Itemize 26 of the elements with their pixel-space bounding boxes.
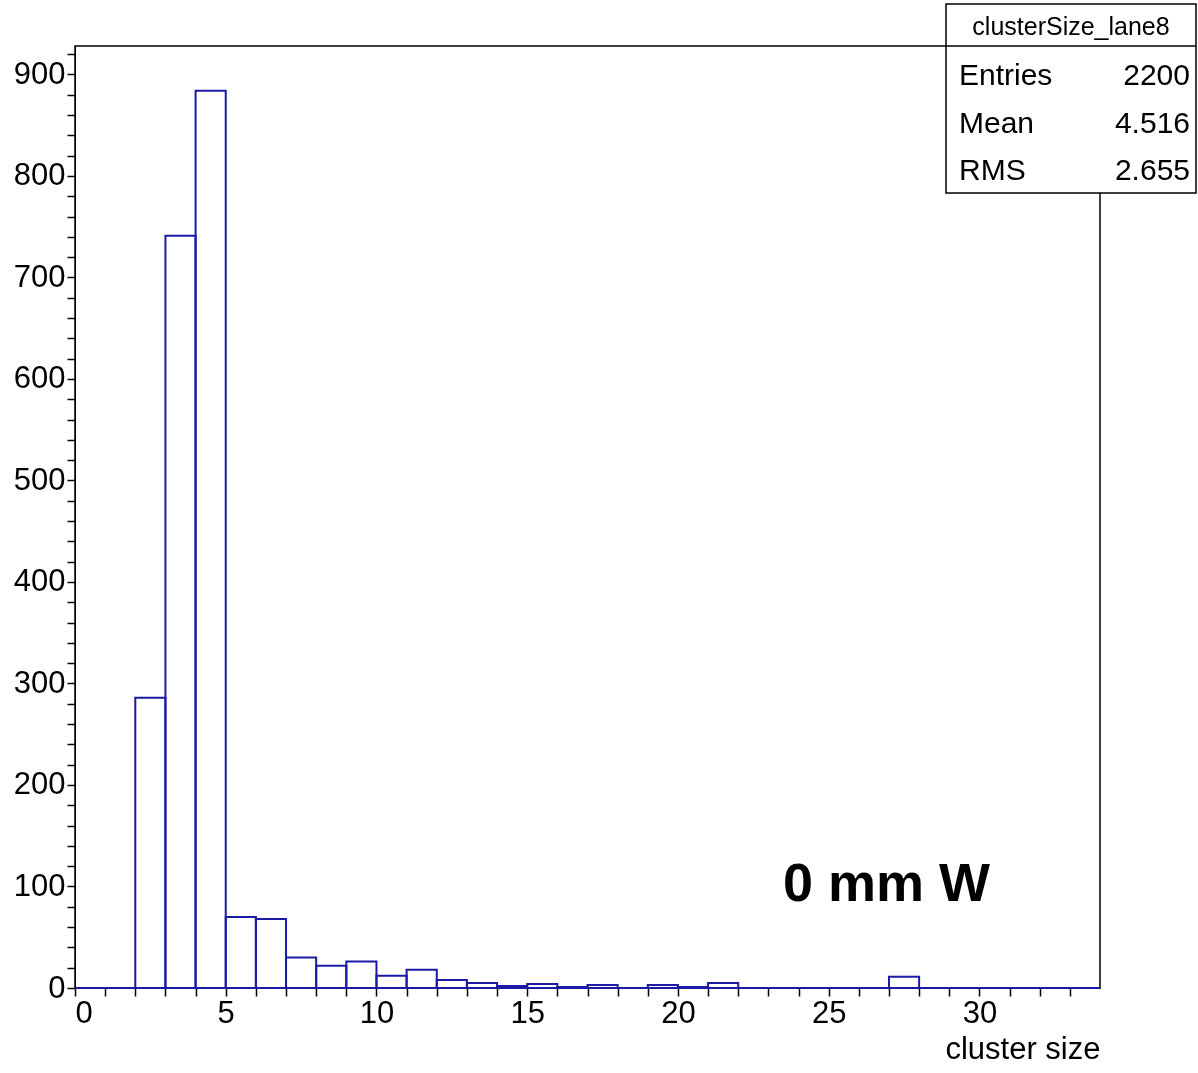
text: 2200 (1123, 58, 1190, 91)
y-tick-label: 400 (13, 563, 66, 599)
text: 4.516 (1114, 105, 1190, 139)
annotation: Mean (959, 105, 1035, 139)
x-tick-label: 20 (661, 994, 696, 1030)
x-tick-label: 30 (962, 994, 998, 1030)
y-tick-label: 100 (13, 867, 66, 903)
text: 2.655 (1114, 153, 1190, 186)
y-tick-label: 0 (48, 969, 66, 1005)
x-tick-label: 0 (75, 994, 93, 1030)
annotation: Entries (959, 58, 1053, 91)
x-axis-title: cluster size (945, 1030, 1101, 1066)
y-tick-label: 300 (13, 664, 66, 700)
x-tick-label: 15 (510, 994, 545, 1030)
y-tick-label: 800 (13, 157, 66, 193)
x-tick-label: 10 (359, 994, 395, 1030)
y-tick-label: 500 (13, 461, 66, 497)
annotation: 0 mm W (783, 852, 991, 912)
chart-title: clusterSize_lane8 (972, 12, 1170, 40)
annotation: RMS (959, 153, 1026, 186)
y-tick-label: 700 (13, 258, 66, 294)
y-tick-label: 200 (13, 766, 66, 802)
y-tick-label: 900 (13, 55, 66, 91)
x-tick-label: 25 (811, 994, 847, 1030)
y-tick-label: 600 (13, 360, 66, 396)
x-tick-label: 5 (217, 994, 235, 1030)
